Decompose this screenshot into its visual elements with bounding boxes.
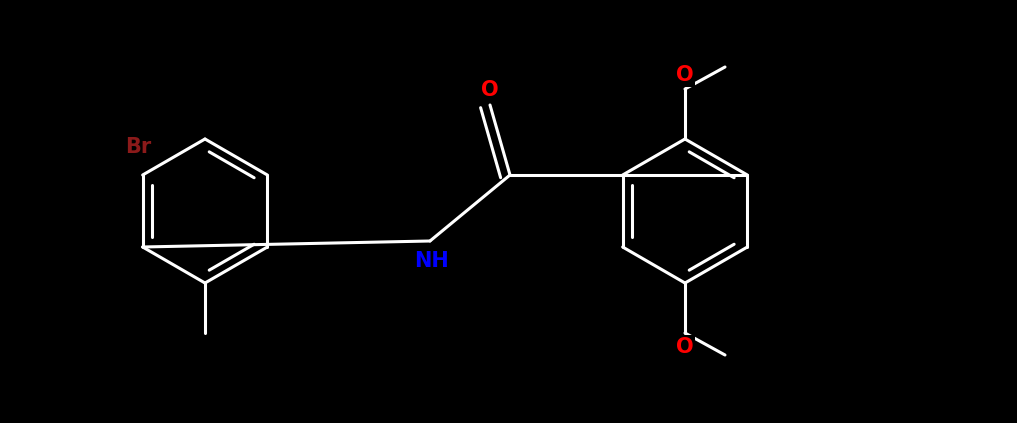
Text: Br: Br xyxy=(125,137,152,157)
Text: NH: NH xyxy=(415,251,450,271)
Text: O: O xyxy=(676,337,694,357)
Text: O: O xyxy=(481,80,498,100)
Text: O: O xyxy=(676,65,694,85)
